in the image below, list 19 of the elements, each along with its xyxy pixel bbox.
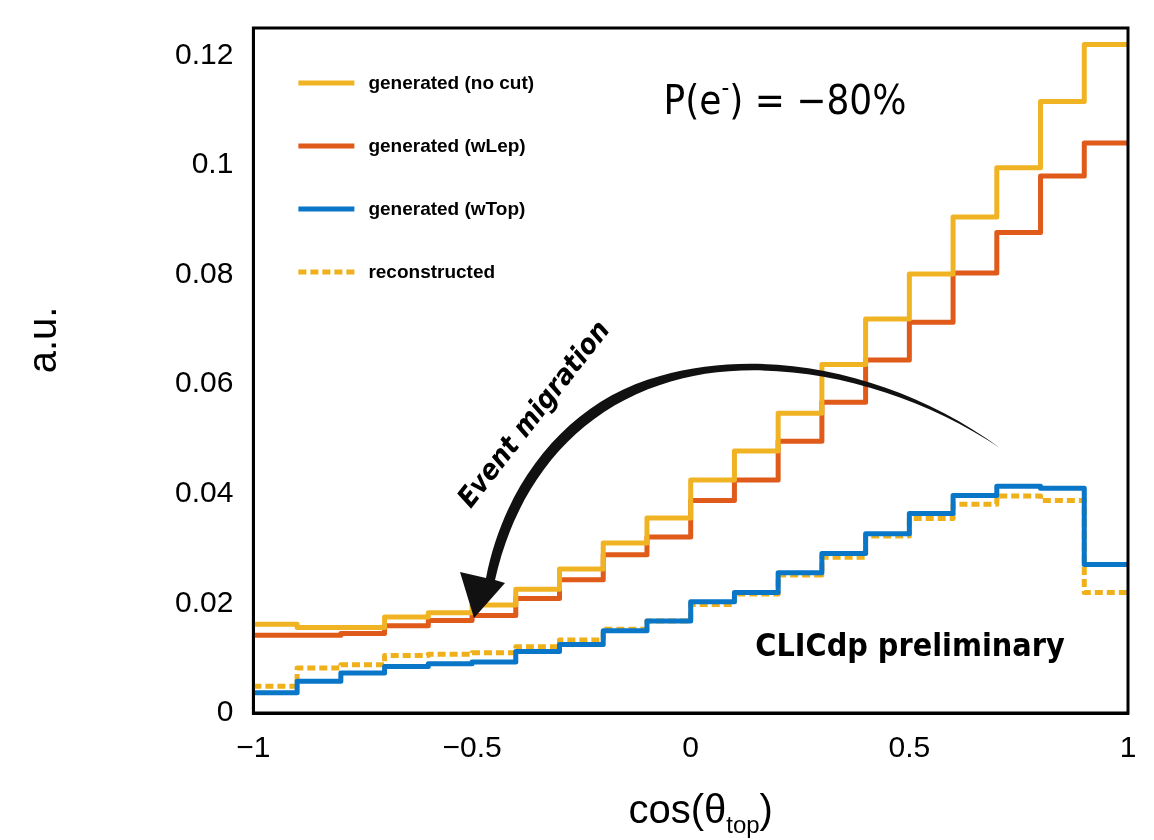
y-tick-label: 0.12: [175, 36, 234, 70]
y-axis-title: a.u.: [20, 306, 65, 374]
x-tick-label: −1: [236, 730, 271, 764]
legend-label: reconstructed: [368, 261, 496, 283]
legend-label: generated (no cut): [368, 72, 535, 94]
x-tick-label: 0.5: [888, 730, 931, 764]
y-tick-label: 0.08: [175, 255, 234, 289]
legend-label: generated (wTop): [368, 198, 526, 220]
y-tick-label: 0.02: [175, 584, 234, 618]
x-tick-label: 0: [682, 730, 700, 764]
x-tick-label: 1: [1119, 730, 1137, 764]
legend-label: generated (wLep): [368, 135, 526, 157]
y-tick-label: 0.1: [191, 146, 234, 180]
annotation: CLICdp preliminary: [755, 626, 1065, 665]
y-tick-label: 0.06: [175, 365, 234, 399]
y-tick-label: 0.04: [175, 475, 234, 509]
y-tick-label: 0: [216, 694, 234, 728]
annotation: P(e-) = −80%: [663, 74, 907, 124]
x-tick-label: −0.5: [442, 730, 502, 764]
